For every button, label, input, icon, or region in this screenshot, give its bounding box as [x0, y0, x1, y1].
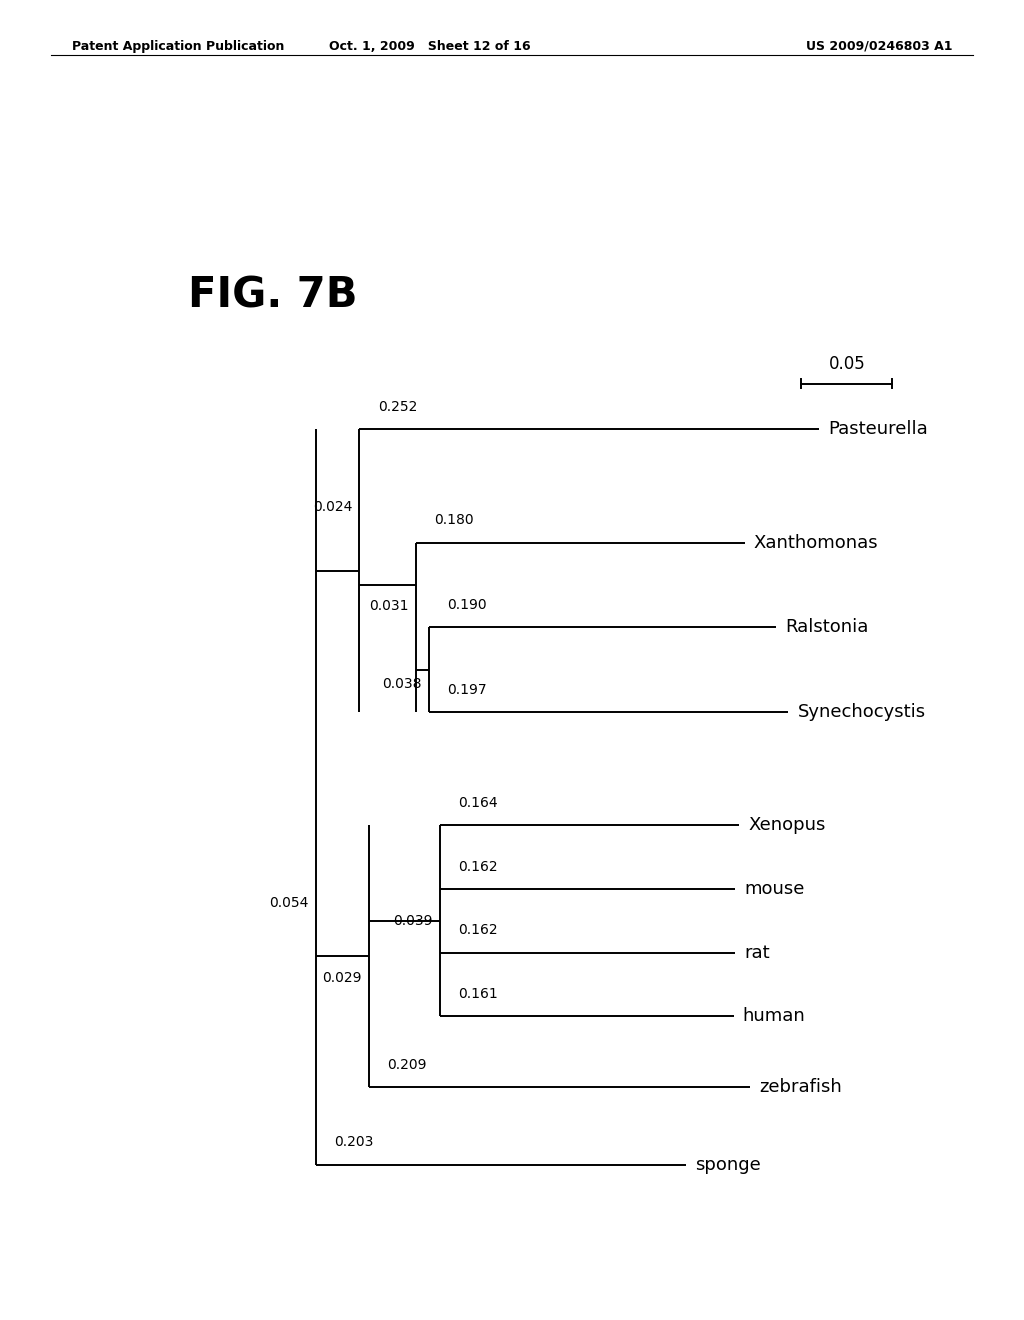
Text: 0.164: 0.164	[458, 796, 498, 810]
Text: 0.031: 0.031	[370, 599, 409, 614]
Text: zebrafish: zebrafish	[759, 1078, 842, 1096]
Text: 0.252: 0.252	[378, 400, 417, 414]
Text: mouse: mouse	[744, 880, 805, 898]
Text: Ralstonia: Ralstonia	[784, 619, 868, 636]
Text: 0.024: 0.024	[312, 500, 352, 515]
Text: 0.161: 0.161	[458, 987, 498, 1001]
Text: 0.162: 0.162	[458, 859, 498, 874]
Text: human: human	[742, 1007, 806, 1026]
Text: rat: rat	[744, 944, 770, 962]
Text: 0.203: 0.203	[334, 1135, 374, 1150]
Text: sponge: sponge	[695, 1156, 761, 1173]
Text: Oct. 1, 2009   Sheet 12 of 16: Oct. 1, 2009 Sheet 12 of 16	[330, 40, 530, 53]
Text: 0.039: 0.039	[393, 913, 432, 928]
Text: Pasteurella: Pasteurella	[828, 421, 929, 438]
Text: Xenopus: Xenopus	[749, 817, 825, 834]
Text: 0.05: 0.05	[828, 355, 865, 372]
Text: 0.190: 0.190	[447, 598, 486, 612]
Text: 0.029: 0.029	[322, 970, 361, 985]
Text: 0.054: 0.054	[269, 896, 308, 911]
Text: 0.180: 0.180	[434, 513, 474, 527]
Text: FIG. 7B: FIG. 7B	[187, 275, 357, 317]
Text: Xanthomonas: Xanthomonas	[754, 533, 879, 552]
Text: US 2009/0246803 A1: US 2009/0246803 A1	[806, 40, 952, 53]
Text: 0.038: 0.038	[382, 677, 422, 690]
Text: 0.209: 0.209	[387, 1057, 426, 1072]
Text: Patent Application Publication: Patent Application Publication	[72, 40, 284, 53]
Text: 0.162: 0.162	[458, 923, 498, 937]
Text: 0.197: 0.197	[447, 682, 486, 697]
Text: Synechocystis: Synechocystis	[798, 704, 926, 721]
